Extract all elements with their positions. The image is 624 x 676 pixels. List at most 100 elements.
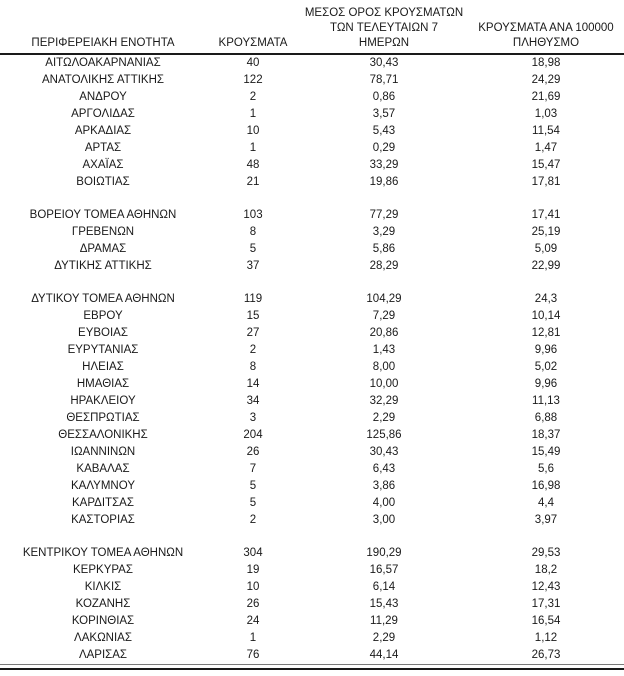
table-cell: 24,29 [531, 74, 561, 86]
table-cell: ΔΥΤΙΚΗΣ ΑΤΤΙΚΗΣ [54, 260, 152, 272]
table-cell: 44,14 [300, 647, 468, 665]
table-row: ΚΙΛΚΙΣ 10 6,14 12,43 [0, 579, 624, 596]
table-row: ΚΑΡΔΙΤΣΑΣ 5 4,00 4,4 [0, 495, 624, 512]
table-cell: 10 [246, 125, 260, 137]
table-cell: 6,14 [372, 581, 396, 593]
spacer-row [0, 191, 624, 207]
table-cell: 12,81 [531, 327, 561, 339]
table-cell: 5,43 [372, 125, 396, 137]
table-row: ΚΟΡΙΝΘΙΑΣ 24 11,29 16,54 [0, 613, 624, 630]
table-cell: 3,86 [372, 480, 396, 492]
table-cell: 8 [249, 226, 257, 238]
spacer-cell [0, 275, 624, 291]
table-cell: ΛΑΚΩΝΙΑΣ [74, 632, 132, 644]
table-row: ΚΟΖΑΝΗΣ 26 15,43 17,31 [0, 596, 624, 613]
spacer-row [0, 529, 624, 545]
table-cell: 20,86 [369, 327, 399, 339]
table-cell: 10 [246, 581, 260, 593]
table-row: ΔΥΤΙΚΟΥ ΤΟΜΕΑ ΑΘΗΝΩΝ 119 104,29 24,3 [0, 291, 624, 308]
table-cell: ΔΥΤΙΚΟΥ ΤΟΜΕΑ ΑΘΗΝΩΝ [31, 293, 175, 305]
table-body: ΑΙΤΩΛΟΑΚΑΡΝΑΝΙΑΣ 40 30,43 18,98 ΑΝΑΤΟΛΙΚΗΣ Α… [0, 54, 624, 665]
table-cell: 22,99 [531, 260, 561, 272]
table-row: ΑΡΤΑΣ 1 0,29 1,47 [0, 140, 624, 157]
column-header-avg-7-days: ΜΕΣΟΣ ΟΡΟΣ ΚΡΟΥΣΜΑΤΩΝ ΤΩΝ ΤΕΛΕΥΤΑΙΩΝ 7 Η… [300, 0, 468, 55]
table-cell: ΘΕΣΠΡΩΤΙΑΣ [66, 412, 140, 424]
table-cell: 2,29 [372, 412, 396, 424]
table-cell: ΚΟΖΑΝΗΣ [75, 598, 131, 610]
table-row: ΓΡΕΒΕΝΩΝ 8 3,29 25,19 [0, 224, 624, 241]
table-cell: ΚΑΒΑΛΑΣ [76, 463, 130, 475]
table-row: ΒΟΙΩΤΙΑΣ 21 19,86 17,81 [0, 174, 624, 191]
table-cell: 304 [243, 547, 263, 559]
table-cell: 1 [249, 108, 257, 120]
table-cell: 5 [249, 497, 257, 509]
table-cell: 16,57 [369, 564, 399, 576]
table-cell: ΗΜΑΘΙΑΣ [76, 378, 130, 390]
table-cell: 26 [246, 598, 260, 610]
table-row: ΗΛΕΙΑΣ 8 8,00 5,02 [0, 359, 624, 376]
table-cell: 16,54 [531, 615, 561, 627]
table-cell: 5,02 [534, 361, 558, 373]
table-cell: 122 [243, 74, 263, 86]
table-cell: ΕΒΡΟΥ [83, 310, 123, 322]
column-header-cases-per-100000: ΚΡΟΥΣΜΑΤΑ ΑΝΑ 100000 ΠΛΗΘΥΣΜΟ [468, 0, 624, 55]
table-cell: ΗΛΕΙΑΣ [82, 361, 124, 373]
table-cell: 8 [249, 361, 257, 373]
table-row: ΔΥΤΙΚΗΣ ΑΤΤΙΚΗΣ 37 28,29 22,99 [0, 258, 624, 275]
table-row: ΑΧΑΪΑΣ 48 33,29 15,47 [0, 157, 624, 174]
table-cell: 21,69 [531, 91, 561, 103]
table-row: ΙΩΑΝΝΙΝΩΝ 26 30,43 15,49 [0, 444, 624, 461]
column-header-label: ΠΕΡΙΦΕΡΕΙΑΚΗ ΕΝΟΤΗΤΑ [31, 37, 175, 49]
column-header-label-line: ΚΡΟΥΣΜΑΤΑ ΑΝΑ 100000 [478, 22, 614, 34]
table-row: ΘΕΣΣΑΛΟΝΙΚΗΣ 204 125,86 18,37 [0, 427, 624, 444]
table-cell: 1,43 [372, 344, 396, 356]
table-cell: ΑΡΤΑΣ [84, 142, 122, 154]
table-cell: 2 [249, 344, 257, 356]
table-row: ΛΑΚΩΝΙΑΣ 1 2,29 1,12 [0, 630, 624, 647]
table-cell: 15,43 [369, 598, 399, 610]
table-cell: 40 [246, 57, 260, 69]
table-row: ΑΡΚΑΔΙΑΣ 10 5,43 11,54 [0, 123, 624, 140]
table-cell: ΔΡΑΜΑΣ [79, 243, 127, 255]
table-cell: 18,2 [534, 564, 558, 576]
table-cell: ΚΙΛΚΙΣ [84, 581, 122, 593]
table-row: ΚΕΝΤΡΙΚΟΥ ΤΟΜΕΑ ΑΘΗΝΩΝ 304 190,29 29,53 [0, 545, 624, 562]
table-cell: 5 [249, 243, 257, 255]
table-cell: 1,12 [534, 632, 558, 644]
table-cell: 48 [246, 159, 260, 171]
table-cell: 10,14 [531, 310, 561, 322]
table-cell: 4,00 [372, 497, 396, 509]
table-cell: ΑΝΑΤΟΛΙΚΗΣ ΑΤΤΙΚΗΣ [41, 74, 164, 86]
table-cell: 125,86 [366, 429, 402, 441]
table-cell: 5,09 [534, 243, 558, 255]
table-cell: 6,43 [372, 463, 396, 475]
table-row: ΛΑΡΙΣΑΣ 76 44,14 26,73 [0, 647, 624, 665]
table-cell: 19,86 [369, 176, 399, 188]
table-row: ΑΙΤΩΛΟΑΚΑΡΝΑΝΙΑΣ 40 30,43 18,98 [0, 54, 624, 72]
table-cell: ΗΡΑΚΛΕΙΟΥ [70, 395, 136, 407]
table-cell: 33,29 [369, 159, 399, 171]
table-cell: 9,96 [534, 344, 558, 356]
table-cell: 5,6 [538, 463, 554, 475]
table-cell: 17,41 [531, 209, 561, 221]
table-cell: 10,00 [369, 378, 399, 390]
table-cell: 103 [243, 209, 263, 221]
table-cell: 1 [249, 142, 257, 154]
table-cell: 3,97 [534, 514, 558, 526]
table-cell: ΚΟΡΙΝΘΙΑΣ [71, 615, 135, 627]
table-cell: 5 [249, 480, 257, 492]
table-cell: ΚΕΝΤΡΙΚΟΥ ΤΟΜΕΑ ΑΘΗΝΩΝ [22, 547, 184, 559]
table-cell: ΚΑΡΔΙΤΣΑΣ [72, 497, 134, 509]
table-cell: 17,31 [531, 598, 561, 610]
table-row: ΒΟΡΕΙΟΥ ΤΟΜΕΑ ΑΘΗΝΩΝ 103 77,29 17,41 [0, 207, 624, 224]
table-cell: 19 [246, 564, 260, 576]
table-cell: 14 [246, 378, 260, 390]
table-cell: ΚΑΣΤΟΡΙΑΣ [71, 514, 135, 526]
table-cell: ΒΟΡΕΙΟΥ ΤΟΜΕΑ ΑΘΗΝΩΝ [29, 209, 177, 221]
table-cell: 18,37 [531, 429, 561, 441]
table-cell: 21 [246, 176, 260, 188]
table-row: ΕΥΡΥΤΑΝΙΑΣ 2 1,43 9,96 [0, 342, 624, 359]
table-cell: 1 [249, 632, 257, 644]
table-cell: ΚΕΡΚΥΡΑΣ [73, 564, 133, 576]
table-cell: ΑΝΔΡΟΥ [79, 91, 127, 103]
